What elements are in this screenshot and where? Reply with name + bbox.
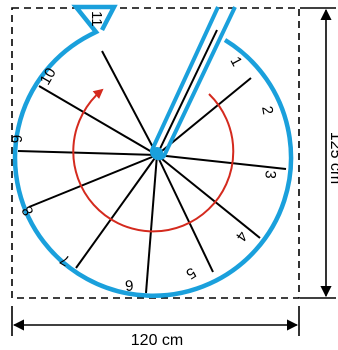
step-label-2: 2 — [258, 105, 276, 116]
step-line-11 — [101, 50, 158, 156]
step-line-8 — [28, 154, 158, 208]
step-line-10 — [38, 85, 158, 156]
step-label-5: 5 — [183, 264, 199, 283]
step-label-3: 3 — [261, 170, 279, 180]
step-line-1 — [156, 29, 218, 156]
step-label-6: 6 — [124, 276, 134, 294]
step-line-9 — [17, 150, 158, 156]
center-post — [151, 147, 163, 159]
center-handrail — [149, 6, 237, 161]
step-label-11: 11 — [88, 11, 105, 27]
rotation-arrow — [72, 88, 235, 233]
step-line-4 — [156, 154, 261, 239]
step-line-7 — [75, 154, 158, 269]
stair-outline — [12, 4, 294, 299]
step-line-6 — [145, 154, 158, 294]
step-lines — [17, 29, 287, 294]
step-label-10: 10 — [37, 65, 60, 88]
height-dimension: 125 cm — [300, 7, 338, 299]
bounding-box — [11, 7, 300, 299]
width-label: 120 cm — [131, 332, 183, 349]
step-label-4: 4 — [232, 228, 251, 245]
height-label: 125 cm — [327, 132, 338, 184]
step-label-9: 9 — [9, 135, 26, 144]
step-line-3 — [156, 154, 287, 170]
step-line-5 — [156, 154, 214, 273]
width-dimension: 120 cm — [11, 306, 300, 349]
step-label-1: 1 — [226, 54, 245, 69]
